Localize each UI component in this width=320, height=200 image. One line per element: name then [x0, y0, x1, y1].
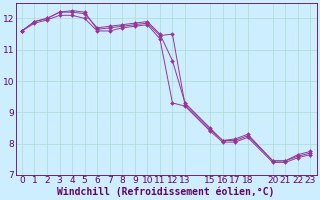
X-axis label: Windchill (Refroidissement éolien,°C): Windchill (Refroidissement éolien,°C)	[58, 187, 275, 197]
